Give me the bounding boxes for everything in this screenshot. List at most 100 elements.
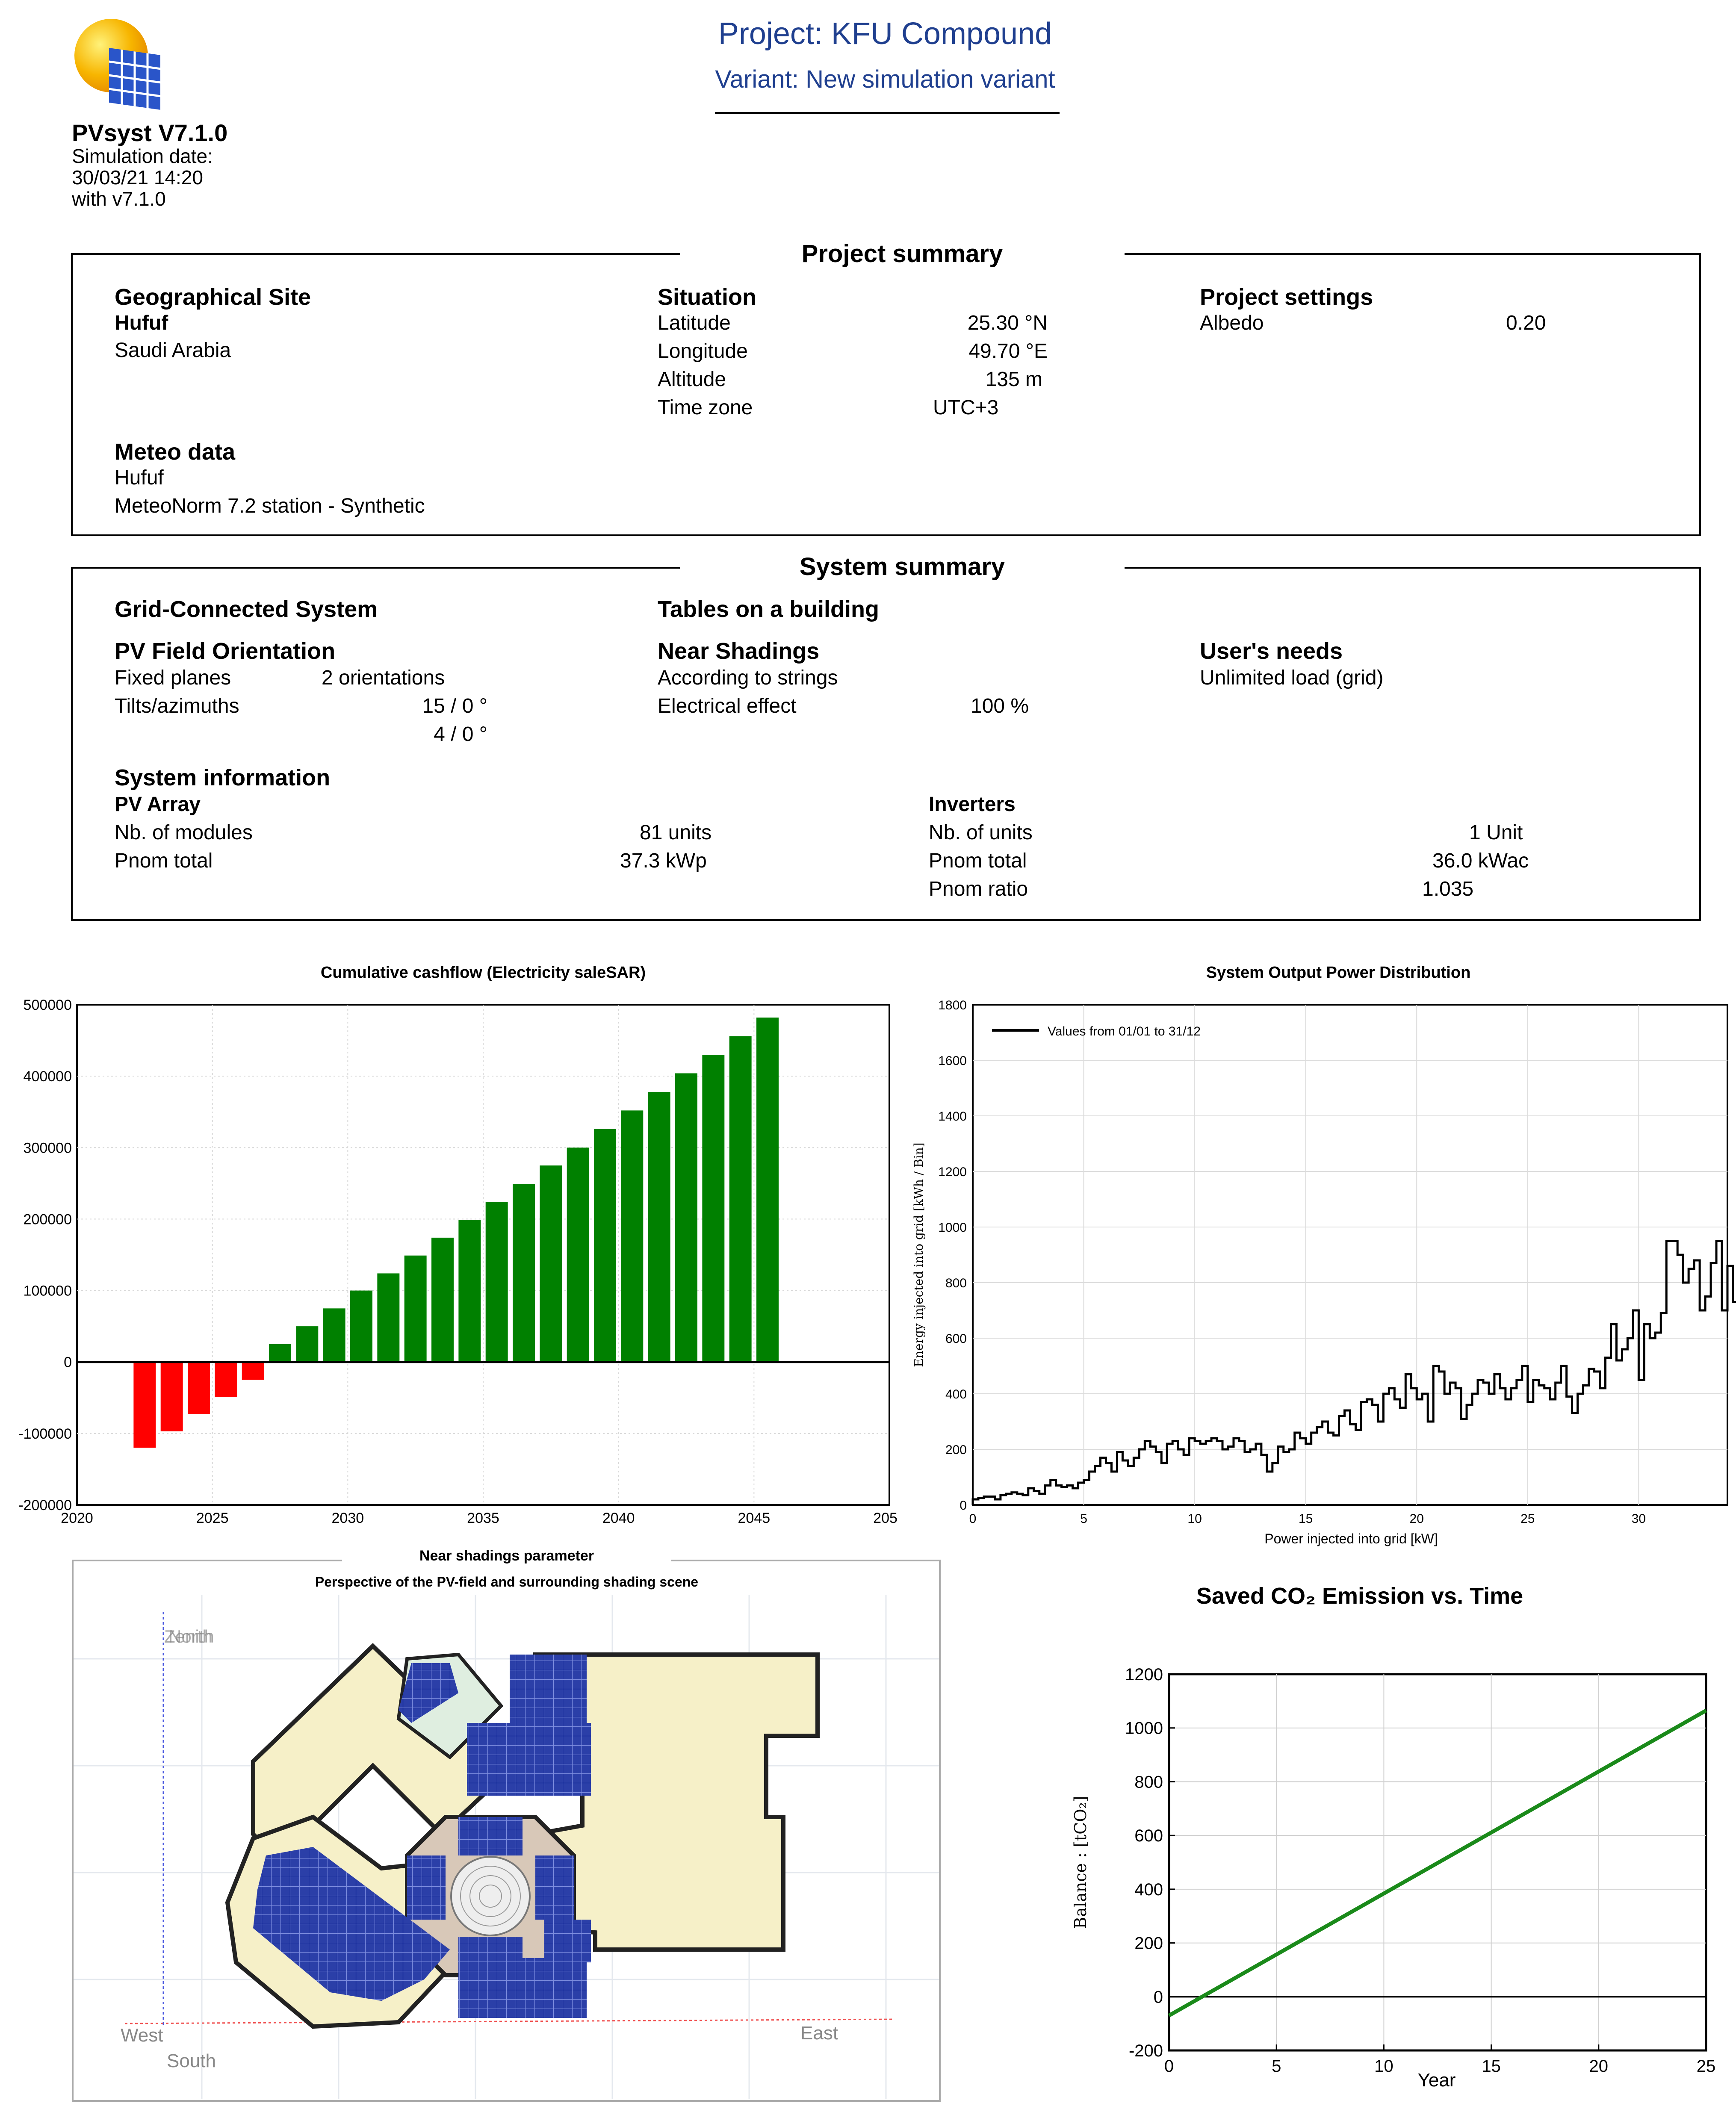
site-country: Saudi Arabia <box>115 339 231 362</box>
east-label: East <box>800 2023 838 2044</box>
meteo-heading: Meteo data <box>115 439 236 465</box>
cashflow-xtick-label: 2050 <box>873 1510 898 1526</box>
cashflow-bar <box>729 1036 752 1362</box>
shading-scene: Zenith North West East South <box>74 1595 939 2099</box>
co2-ytick-label: 400 <box>1134 1880 1163 1899</box>
co2-balance-line <box>1168 1708 1707 2018</box>
pnom-ratio-value: 1.035 <box>1422 878 1474 900</box>
pv-array-center-row <box>467 1723 591 1796</box>
cashflow-bar <box>188 1362 210 1414</box>
co2-plot-area <box>1168 1673 1707 2052</box>
pv-array-north <box>399 1663 458 1723</box>
cashflow-bar <box>594 1129 616 1362</box>
co2-ytick-label: 0 <box>1154 1988 1163 2006</box>
powdist-xtick-label: 20 <box>1410 1512 1424 1526</box>
co2-ytick-label: 800 <box>1134 1773 1163 1791</box>
cashflow-bar <box>377 1273 400 1362</box>
cashflow-ytick-label: 500000 <box>24 997 72 1013</box>
co2-ylabel: Balance : [tCO₂] <box>1071 1796 1090 1929</box>
tilts-value-2: 4 / 0 ° <box>434 723 487 746</box>
longitude-label: Longitude <box>658 340 748 363</box>
latitude-value: 25.30 °N <box>967 312 1048 334</box>
albedo-value: 0.20 <box>1506 312 1546 334</box>
pnom-ratio-label: Pnom ratio <box>929 878 1028 900</box>
co2-ytick-label: 1200 <box>1125 1665 1163 1684</box>
co2-xtick-label: 5 <box>1272 2057 1281 2076</box>
powdist-xtick-label: 15 <box>1299 1512 1313 1526</box>
inverter-pnom-value: 36.0 kWac <box>1432 850 1529 872</box>
inverters-heading: Inverters <box>929 793 1016 816</box>
cashflow-bar <box>513 1184 535 1362</box>
simulation-date: 30/03/21 14:20 <box>72 166 203 189</box>
shading-subtitle: Perspective of the PV-field and surround… <box>315 1574 699 1590</box>
cashflow-bar <box>702 1055 725 1362</box>
powdist-ytick-label: 200 <box>945 1443 967 1457</box>
east-west-axis <box>124 2018 895 2024</box>
shading-title: Near shadings parameter <box>342 1548 671 1564</box>
cashflow-bar <box>296 1326 319 1362</box>
shadings-mode: According to strings <box>658 667 838 689</box>
pv-array-south-small <box>544 1920 591 1962</box>
situation-heading: Situation <box>658 284 756 310</box>
system-info-heading: System information <box>115 765 331 791</box>
powdist-xlabel: Power injected into grid [kW] <box>1264 1531 1438 1546</box>
powdist-xtick-label: 5 <box>1080 1512 1087 1526</box>
system-summary-title: System summary <box>680 552 1125 581</box>
pnom-label: Pnom total <box>115 850 213 872</box>
timezone-label: Time zone <box>658 396 753 419</box>
pnom-value: 37.3 kWp <box>620 850 707 872</box>
modules-value: 81 units <box>640 821 712 844</box>
cashflow-xtick-label: 2020 <box>61 1510 93 1526</box>
power-distribution-chart: 1800 1600 1400 1200 1000 800 600 400 200 00 5 10 15 2… <box>912 998 1736 1546</box>
cashflow-xtick-label: 2035 <box>467 1510 499 1526</box>
software-version: PVsyst V7.1.0 <box>72 119 228 146</box>
cashflow-bar <box>675 1073 697 1362</box>
pv-array-south <box>458 1958 587 2018</box>
cashflow-bar <box>756 1018 779 1362</box>
modules-label: Nb. of modules <box>115 821 253 844</box>
powdist-plot-area <box>972 1004 1728 1506</box>
tables-heading: Tables on a building <box>658 596 880 622</box>
cashflow-ytick-label: -100000 <box>18 1426 72 1442</box>
grid-connected-heading: Grid-Connected System <box>115 596 378 622</box>
cashflow-bar <box>215 1362 237 1397</box>
cashflow-bar <box>323 1308 345 1362</box>
zenith-label: Zenith <box>164 1626 214 1646</box>
powdist-ytick-label: 1600 <box>938 1054 967 1068</box>
co2-xtick-label: 15 <box>1482 2057 1501 2076</box>
albedo-label: Albedo <box>1200 312 1264 334</box>
cashflow-ytick-label: 100000 <box>24 1283 72 1299</box>
cashflow-bar <box>540 1165 562 1362</box>
co2-ytick-label: -200 <box>1129 2041 1163 2060</box>
cashflow-xtick-label: 2045 <box>738 1510 771 1526</box>
cashflow-bar <box>242 1362 264 1380</box>
cashflow-ytick-label: 400000 <box>24 1068 72 1085</box>
cashflow-ytick-label: 0 <box>64 1354 72 1371</box>
powdist-legend: Values from 01/01 to 31/12 <box>1048 1024 1201 1038</box>
pv-array-southwest <box>253 1847 450 2001</box>
cashflow-bar <box>485 1202 508 1362</box>
variant-title: Variant: New simulation variant <box>715 65 1055 93</box>
geo-site-heading: Geographical Site <box>115 284 311 310</box>
powdist-ytick-label: 800 <box>945 1276 967 1290</box>
inverter-units-value: 1 Unit <box>1469 821 1523 844</box>
site-name: Hufuf <box>115 312 168 334</box>
co2-ytick-label: 1000 <box>1125 1719 1163 1738</box>
cashflow-bar <box>431 1237 454 1362</box>
latitude-label: Latitude <box>658 312 731 334</box>
project-title: Project: KFU Compound <box>718 17 1052 51</box>
pv-array-octagon-right <box>535 1855 574 1920</box>
powdist-ytick-label: 1200 <box>938 1165 967 1179</box>
simulation-date-label: Simulation date: <box>72 145 213 167</box>
west-label: West <box>121 2025 163 2046</box>
cashflow-xtick-label: 2040 <box>602 1510 635 1526</box>
dome-rings <box>460 1866 521 1926</box>
meteo-source: MeteoNorm 7.2 station - Synthetic <box>115 495 425 517</box>
fixed-planes-label: Fixed planes <box>115 667 231 689</box>
co2-xlabel: Year <box>1418 2070 1456 2091</box>
altitude-label: Altitude <box>658 368 726 391</box>
co2-ytick-label: 600 <box>1134 1826 1163 1845</box>
project-settings-heading: Project settings <box>1200 284 1373 310</box>
co2-xtick-label: 0 <box>1164 2057 1174 2076</box>
